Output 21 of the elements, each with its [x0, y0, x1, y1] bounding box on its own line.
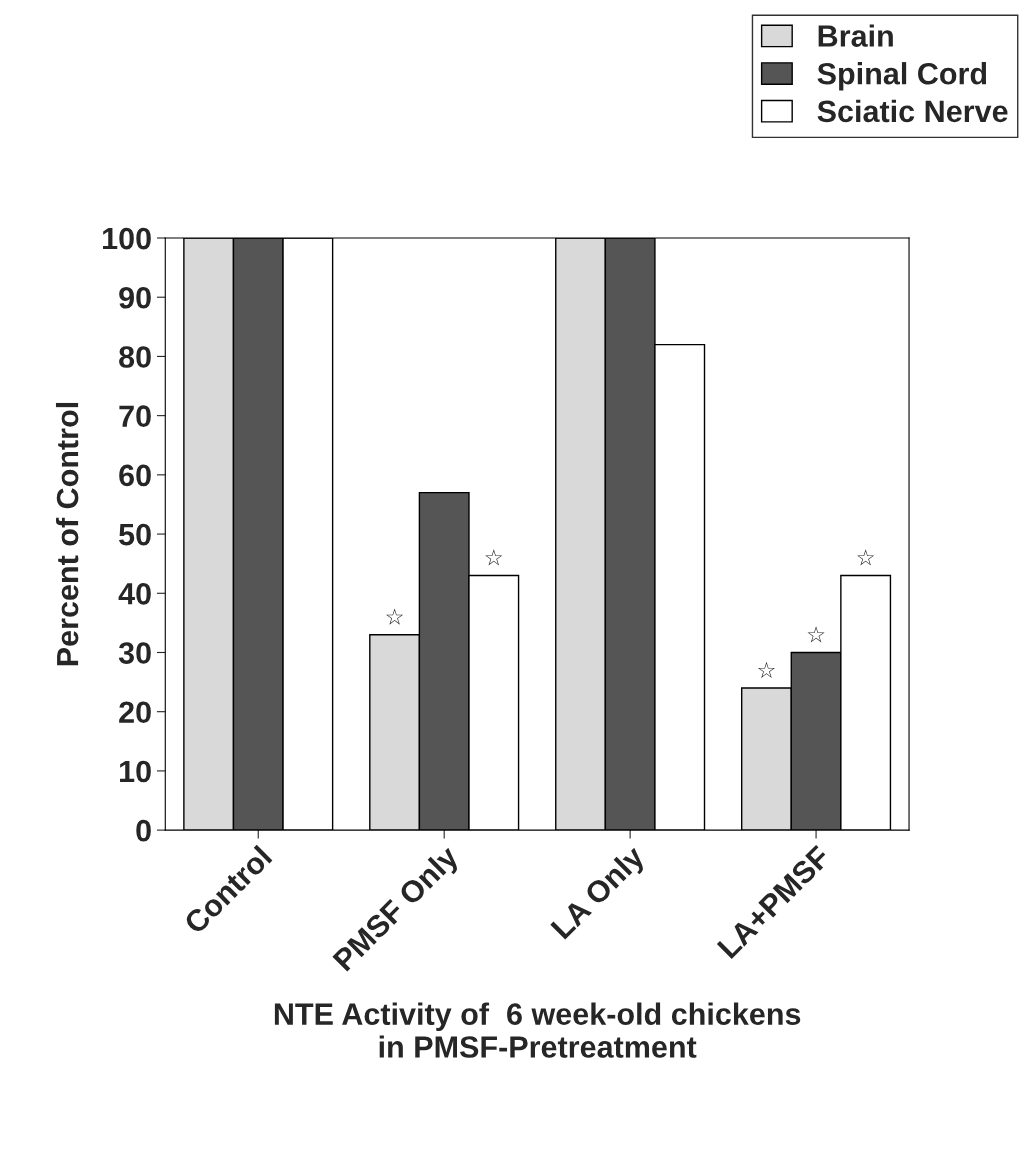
y-tick-label: 20 [119, 701, 151, 724]
y-tick-label: 30 [118, 642, 151, 664]
legend-label: Sciatic Nerve [817, 99, 1008, 123]
y-tick-label: 100 [103, 227, 151, 250]
x-axis-title: NTE Activity of 6 week-old chickens in PMSF-Pretreatment [274, 1002, 801, 1058]
y-tick-label: 80 [119, 346, 151, 368]
data-label: ☆ [807, 626, 825, 643]
y-tick-label: 50 [119, 523, 151, 546]
legend-label: Spinal Cord [817, 62, 987, 91]
y-tick-label: 0 [136, 819, 151, 842]
data-label: ☆ [857, 549, 875, 566]
y-tick-label: 40 [118, 583, 151, 605]
data-label: ☆ [485, 549, 503, 566]
y-tick-label: 60 [119, 464, 151, 487]
y-tick-label: 10 [120, 760, 151, 783]
y-tick-label: 70 [119, 405, 151, 428]
y-axis-title: Percent of Control [55, 402, 79, 666]
y-tick-label: 90 [119, 286, 151, 309]
data-label: ☆ [386, 608, 404, 625]
legend-label: Brain [818, 24, 893, 47]
data-label: ☆ [757, 661, 775, 678]
